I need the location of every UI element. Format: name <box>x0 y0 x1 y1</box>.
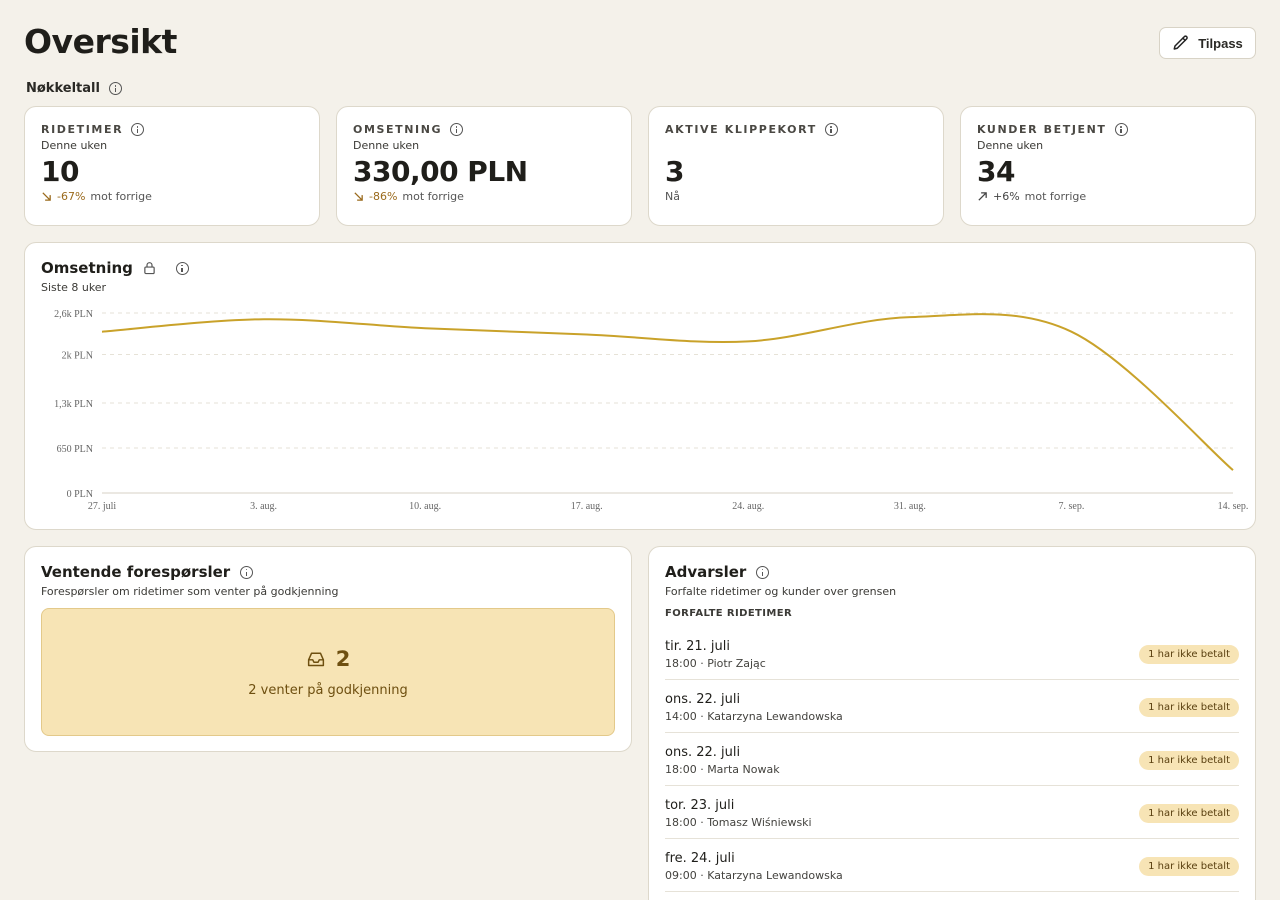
kpi-change-suffix: mot forrige <box>402 190 464 203</box>
kpi-subtitle: Denne uken <box>353 139 420 152</box>
pending-subtitle: Forespørsler om ridetimer som venter på … <box>41 585 339 598</box>
overdue-lessons-heading: FORFALTE RIDETIMER <box>665 608 793 619</box>
x-tick-label: 24. aug. <box>732 501 764 512</box>
customize-label: Tilpass <box>1198 35 1243 51</box>
kpi-title: AKTIVE KLIPPEKORT <box>665 123 817 136</box>
revenue-series-line <box>101 313 1234 471</box>
kpi-value: 34 <box>977 155 1015 188</box>
alert-meta: 18:00 · Marta Nowak <box>665 762 780 776</box>
alert-meta: 18:00 · Tomasz Wiśniewski <box>665 815 812 829</box>
arrow-down-right-icon <box>354 192 363 201</box>
kpi-title: OMSETNING <box>353 123 443 136</box>
kpi-section-title: Nøkkeltall <box>26 81 100 96</box>
alert-date: tir. 21. juli <box>665 638 731 654</box>
alert-row[interactable]: fre. 24. juli 09:00 · Katarzyna Lewandows… <box>665 839 1239 892</box>
revenue-line-chart: 0 PLN 650 PLN 1,3k PLN 2k PLN 2,6k PLN 27. ju… <box>54 309 1249 512</box>
kpi-card-punch-cards: AKTIVE KLIPPEKORT 3 Nå <box>648 106 944 226</box>
x-tick-label: 31. aug. <box>894 501 926 512</box>
page-title: Oversikt <box>24 22 177 61</box>
unpaid-badge: 1 har ikke betalt <box>1139 644 1239 664</box>
x-tick-label: 27. juli <box>88 501 117 512</box>
unpaid-badge: 1 har ikke betalt <box>1139 803 1239 823</box>
kpi-subtitle: Denne uken <box>977 139 1044 152</box>
info-icon[interactable] <box>108 82 122 95</box>
y-tick-label: 2,6k PLN <box>54 309 93 320</box>
info-icon[interactable] <box>1114 123 1128 136</box>
arrow-down-right-icon <box>42 192 51 201</box>
alerts-card: Advarsler Forfalte ridetimer og kunder o… <box>648 546 1256 900</box>
inbox-icon <box>307 652 324 666</box>
kpi-change-value: -67% <box>57 190 86 203</box>
pencil-icon <box>1173 35 1189 50</box>
y-tick-label: 650 PLN <box>57 444 93 455</box>
kpi-change-value: -86% <box>369 190 398 203</box>
kpi-subtitle: Denne uken <box>41 139 108 152</box>
x-tick-label: 10. aug. <box>409 501 441 512</box>
x-tick-label: 17. aug. <box>571 501 603 512</box>
customize-button[interactable]: Tilpass <box>1159 27 1256 59</box>
kpi-card-lessons: RIDETIMER Denne uken 10 -67% mot forrige <box>24 106 320 226</box>
y-tick-label: 2k PLN <box>62 351 93 362</box>
chart-subtitle: Siste 8 uker <box>41 281 107 294</box>
kpi-card-customers: KUNDER BETJENT Denne uken 34 +6% mot for… <box>960 106 1256 226</box>
kpi-card-revenue: OMSETNING Denne uken 330,00 PLN -86% mot… <box>336 106 632 226</box>
alerts-subtitle: Forfalte ridetimer og kunder over grense… <box>665 585 897 598</box>
alert-date: fre. 24. juli <box>665 850 735 866</box>
x-tick-label: 3. aug. <box>250 501 277 512</box>
pending-requests-card: Ventende forespørsler Forespørsler om ri… <box>24 546 632 752</box>
unpaid-badge: 1 har ikke betalt <box>1139 750 1239 770</box>
pending-title: Ventende forespørsler <box>41 563 231 581</box>
y-tick-label: 0 PLN <box>67 489 93 500</box>
kpi-change: -86% mot forrige <box>353 190 615 203</box>
chart-title: Omsetning <box>41 259 133 277</box>
kpi-change: -67% mot forrige <box>41 190 303 203</box>
kpi-change: +6% mot forrige <box>977 190 1239 203</box>
kpi-title: KUNDER BETJENT <box>977 123 1107 136</box>
kpi-change-value: +6% <box>993 190 1020 203</box>
alert-row[interactable]: ons. 22. juli 18:00 · Marta Nowak 1 har i… <box>665 733 1239 786</box>
info-icon[interactable] <box>131 123 145 136</box>
kpi-subtitle <box>665 139 927 152</box>
alert-row[interactable]: ons. 22. juli 14:00 · Katarzyna Lewandows… <box>665 680 1239 733</box>
unpaid-badge: 1 har ikke betalt <box>1139 856 1239 876</box>
info-icon[interactable] <box>450 123 464 136</box>
kpi-value: 330,00 PLN <box>353 155 528 188</box>
pending-text: 2 venter på godkjenning <box>248 682 408 698</box>
revenue-chart-card: Omsetning Siste 8 uker 0 PLN 650 PLN 1,3k … <box>24 242 1256 530</box>
kpi-change: Nå <box>665 190 927 203</box>
alert-date: tor. 23. juli <box>665 797 735 813</box>
arrow-up-right-icon <box>978 192 987 201</box>
alert-date: ons. 22. juli <box>665 691 741 707</box>
kpi-change-suffix: mot forrige <box>90 190 152 203</box>
info-icon[interactable] <box>824 123 838 136</box>
x-tick-label: 7. sep. <box>1059 501 1085 512</box>
lock-icon <box>144 262 155 275</box>
kpi-title: RIDETIMER <box>41 123 124 136</box>
pending-requests-box[interactable]: 2 2 venter på godkjenning <box>41 608 615 736</box>
alert-row[interactable]: tir. 21. juli 18:00 · Piotr Zając 1 har i… <box>665 627 1239 680</box>
kpi-change-suffix: Nå <box>665 190 680 203</box>
alert-meta: 09:00 · Katarzyna Lewandowska <box>665 868 843 882</box>
alerts-title: Advarsler <box>665 563 747 581</box>
kpi-section-label: Nøkkeltall <box>26 81 122 96</box>
alert-date: ons. 22. juli <box>665 744 741 760</box>
kpi-value: 10 <box>41 155 79 188</box>
info-icon[interactable] <box>756 565 770 579</box>
info-icon[interactable] <box>175 261 189 275</box>
pending-count: 2 <box>335 646 351 671</box>
alert-meta: 18:00 · Piotr Zając <box>665 656 766 670</box>
x-tick-label: 14. sep. <box>1218 501 1249 512</box>
y-tick-label: 1,3k PLN <box>54 399 93 410</box>
unpaid-badge: 1 har ikke betalt <box>1139 697 1239 717</box>
info-icon[interactable] <box>240 565 254 579</box>
kpi-change-suffix: mot forrige <box>1024 190 1087 203</box>
kpi-value: 3 <box>665 155 684 188</box>
alert-row[interactable]: tor. 23. juli 18:00 · Tomasz Wiśniewski 1… <box>665 786 1239 839</box>
alert-meta: 14:00 · Katarzyna Lewandowska <box>665 709 843 723</box>
